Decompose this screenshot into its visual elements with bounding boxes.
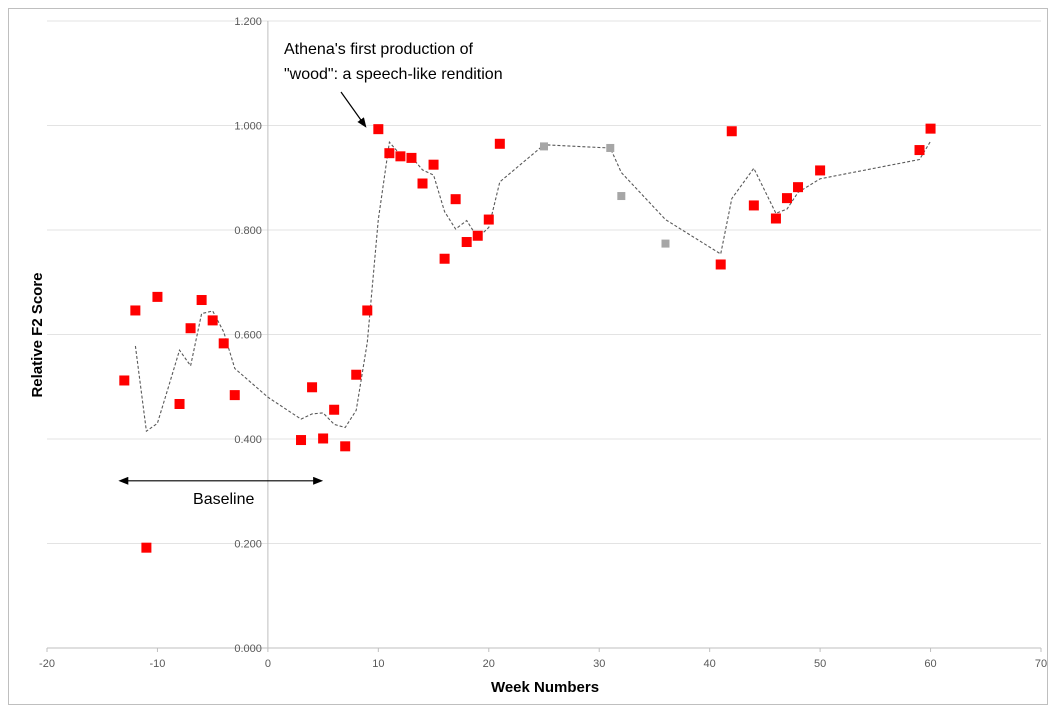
annotation-first-production-line2: "wood": a speech-like rendition (284, 66, 503, 83)
baseline-label: Baseline (193, 491, 254, 508)
annotations: Athena's first production of "wood": a s… (118, 41, 503, 508)
x-tick-label: 10 (372, 658, 384, 670)
annotation-first-production-line1: Athena's first production of (284, 41, 473, 58)
data-point (218, 338, 229, 349)
data-point (450, 194, 461, 205)
data-point (119, 375, 130, 386)
data-point (340, 441, 351, 452)
data-point (914, 145, 925, 156)
data-point (174, 398, 185, 409)
data-point (296, 435, 307, 446)
data-point (472, 230, 483, 241)
data-point (770, 213, 781, 224)
gridlines (47, 20, 1041, 544)
data-point (781, 193, 792, 204)
data-point (384, 148, 395, 159)
data-point (461, 237, 472, 248)
data-point (726, 126, 737, 137)
data-point (229, 390, 240, 401)
data-point (494, 138, 505, 149)
data-point (748, 200, 759, 211)
data-point (395, 151, 406, 162)
axes (46, 21, 1042, 652)
chart-frame (8, 8, 1048, 705)
x-tick-label: 50 (814, 658, 826, 670)
data-point (661, 239, 670, 248)
trend-line (134, 140, 932, 433)
y-axis-title: Relative F2 Score (29, 272, 46, 397)
data-point (207, 315, 218, 326)
x-tick-label: 70 (1035, 658, 1047, 670)
data-point (925, 123, 936, 134)
data-point (152, 291, 163, 302)
data-point (196, 295, 207, 306)
x-tick-label: -20 (39, 658, 55, 670)
data-point (406, 152, 417, 163)
data-point (606, 143, 615, 152)
data-point (351, 369, 362, 380)
data-point (185, 323, 196, 334)
data-point (141, 542, 152, 553)
y-tick-label: 0.200 (234, 539, 262, 551)
x-tick-label: 30 (593, 658, 605, 670)
x-axis-title: Week Numbers (491, 679, 599, 696)
y-tick-label: 0.400 (234, 434, 262, 446)
x-tick-label: 60 (924, 658, 936, 670)
x-tick-label: -10 (149, 658, 165, 670)
data-point (815, 165, 826, 176)
annotation-arrow (340, 91, 367, 128)
data-point (373, 124, 384, 135)
data-point (130, 305, 141, 316)
data-point (793, 182, 804, 193)
data-point (307, 382, 318, 393)
x-tick-label: 0 (265, 658, 271, 670)
data-point (329, 404, 340, 415)
y-tick-label: 0.800 (234, 225, 262, 237)
y-tick-label: 1.200 (234, 16, 262, 28)
data-points (119, 123, 936, 553)
x-tick-label: 20 (483, 658, 495, 670)
y-tick-label: 1.000 (234, 121, 262, 133)
x-tick-label: 40 (704, 658, 716, 670)
data-point (417, 178, 428, 189)
data-point (428, 159, 439, 170)
tick-labels: 0.000 0.200 0.400 0.600 0.800 1.000 1.200 -20 -1… (39, 16, 1047, 670)
data-point (483, 214, 494, 225)
data-point (540, 142, 548, 151)
trend-line-group (134, 140, 932, 433)
data-point (439, 253, 450, 264)
data-point (362, 305, 373, 316)
data-point (318, 433, 329, 444)
y-tick-label: 0.000 (234, 643, 262, 655)
data-point (617, 192, 626, 201)
data-point (715, 259, 726, 270)
y-tick-label: 0.600 (234, 330, 262, 342)
